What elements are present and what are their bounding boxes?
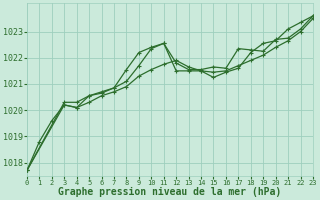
X-axis label: Graphe pression niveau de la mer (hPa): Graphe pression niveau de la mer (hPa): [58, 187, 282, 197]
